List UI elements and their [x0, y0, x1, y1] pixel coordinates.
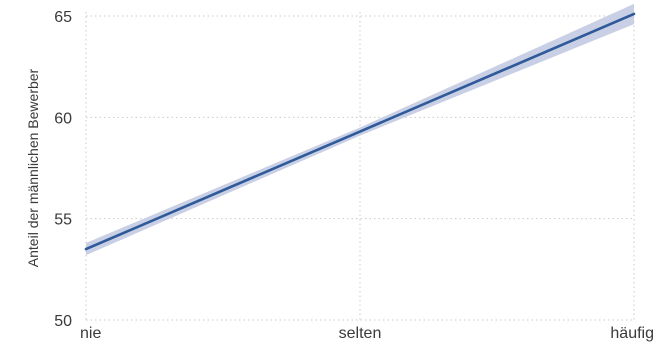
y-axis-ticks: 50 55 60 65 [54, 9, 72, 330]
confidence-band [86, 3, 634, 256]
confidence-band-layer [86, 3, 634, 256]
fit-line [84, 12, 636, 251]
fit-line-layer [84, 12, 636, 251]
x-tick-label-0: nie [80, 325, 101, 342]
x-axis-ticks: nie selten häufig [80, 325, 654, 342]
x-tick-label-2: häufig [610, 325, 654, 342]
y-axis-label: Anteil der männlichen Bewerber [25, 68, 41, 267]
y-tick-label-60: 60 [54, 110, 72, 127]
y-tick-label-50: 50 [54, 313, 72, 330]
y-tick-label-65: 65 [54, 9, 72, 26]
grid [85, 12, 635, 321]
y-tick-label-55: 55 [54, 212, 72, 229]
x-tick-label-1: selten [339, 325, 382, 342]
